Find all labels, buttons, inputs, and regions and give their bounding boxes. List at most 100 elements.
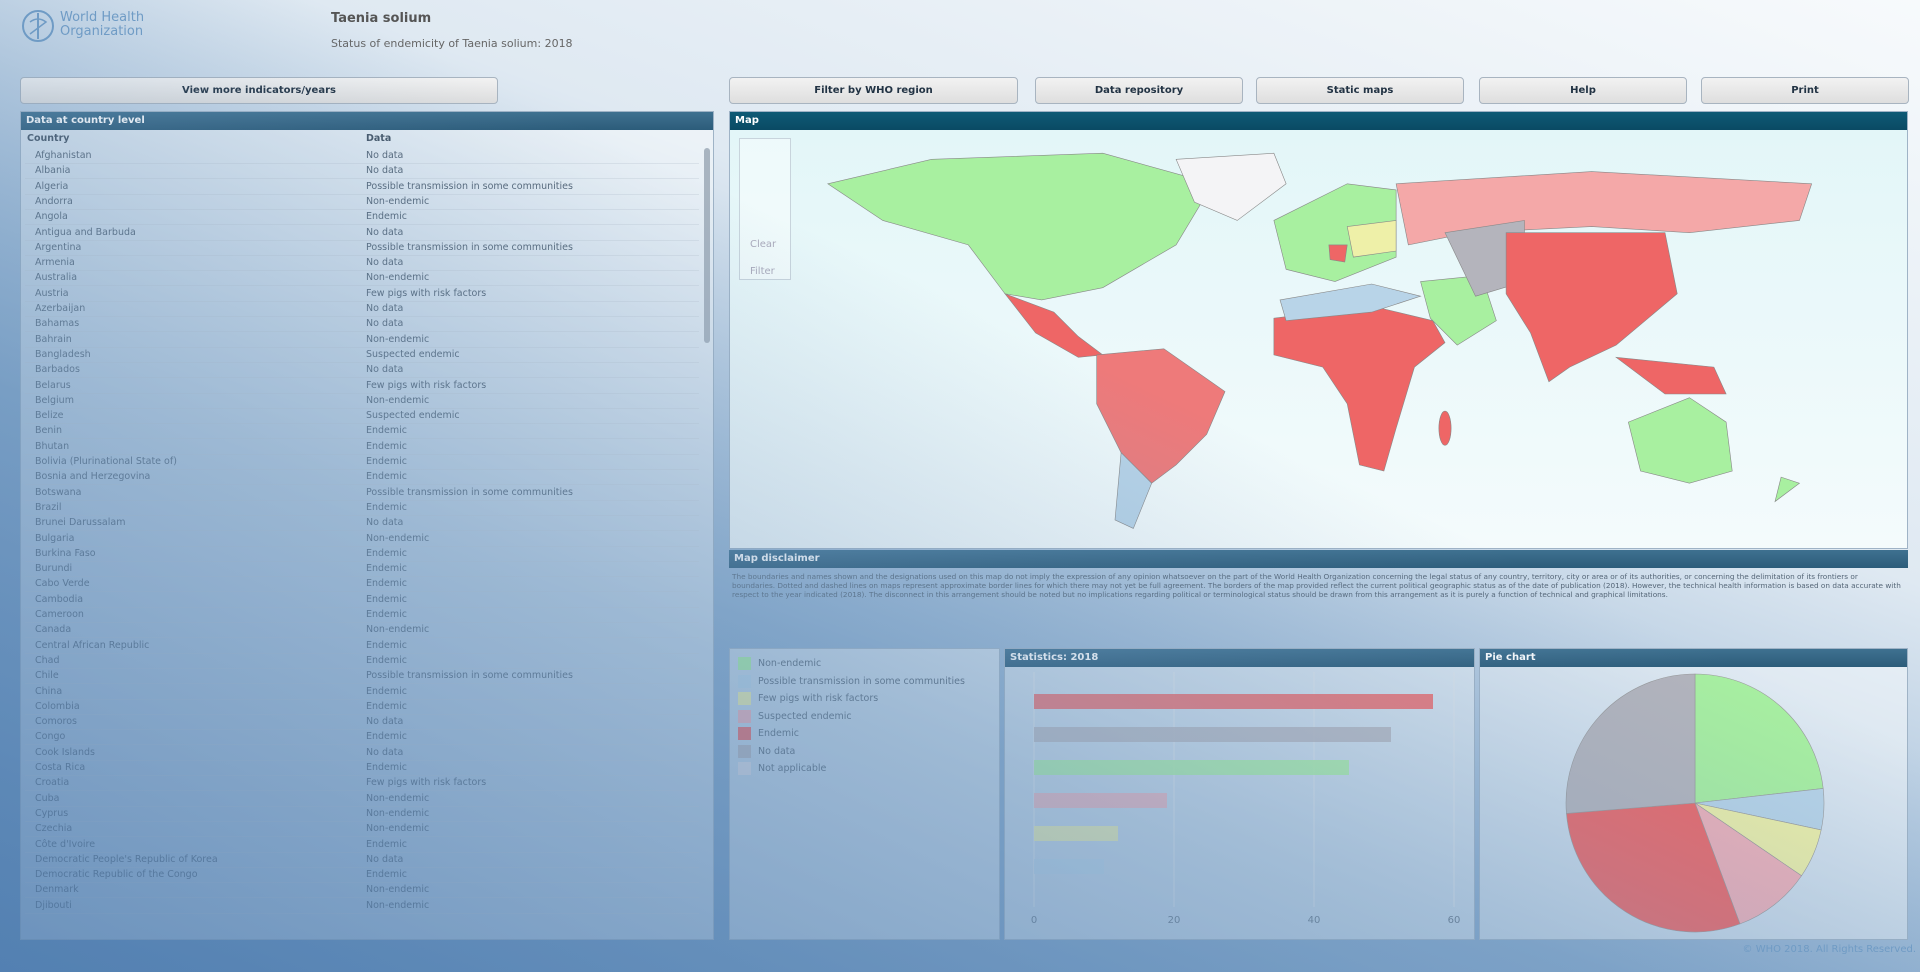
table-row[interactable]: Burkina Faso Endemic [25, 546, 699, 562]
data-cell: Suspected endemic [366, 348, 460, 360]
panel-header: Pie chart [1480, 649, 1907, 667]
table-row[interactable]: Czechia Non-endemic [25, 821, 699, 838]
country-cell: Djibouti [35, 899, 72, 911]
data-cell: Non-endemic [366, 792, 430, 804]
country-cell: Chile [35, 670, 59, 682]
button[interactable]: Help [1479, 77, 1687, 104]
column-header[interactable]: Country [27, 133, 70, 144]
x-tick-label: 20 [1168, 915, 1181, 926]
country-cell: Bahamas [35, 318, 80, 330]
table-row[interactable]: Albania No data [25, 163, 699, 180]
map-tool[interactable]: Clear [750, 239, 777, 250]
table-row[interactable]: Barbados No data [25, 362, 699, 379]
table-row[interactable]: Botswana Possible transmission in some co… [25, 485, 699, 501]
table-row[interactable]: Argentina Possible transmission in some c… [25, 240, 699, 256]
table-row[interactable]: Croatia Few pigs with risk factors [25, 775, 699, 792]
table-row[interactable]: Democratic People's Republic of Korea No … [25, 852, 699, 868]
legend-swatch [738, 692, 751, 705]
table-row[interactable]: Denmark Non-endemic [25, 882, 699, 899]
logo-text: World Health Organization [60, 11, 144, 39]
table-row[interactable]: Djibouti Non-endemic [25, 898, 699, 914]
country-cell: Costa Rica [35, 762, 86, 773]
button[interactable]: Static maps [1256, 77, 1464, 104]
table-row[interactable]: Bahrain Non-endemic [25, 332, 699, 348]
button[interactable]: Filter by WHO region [729, 77, 1018, 104]
country-cell: Brunei Darussalam [35, 517, 126, 529]
table-row[interactable]: Chile Possible transmission in some commu… [25, 668, 699, 685]
table-row[interactable]: Cambodia Endemic [25, 592, 699, 608]
country-cell: Bangladesh [35, 348, 91, 360]
table-row[interactable]: Angola Endemic [25, 209, 699, 226]
button[interactable]: Print [1701, 77, 1909, 104]
table-row[interactable]: Bangladesh Suspected endemic [25, 347, 699, 363]
table-row[interactable]: Bahamas No data [25, 316, 699, 333]
button[interactable]: View more indicators/years [20, 77, 498, 104]
table-row[interactable]: Belgium Non-endemic [25, 393, 699, 409]
bar-chart: 0 20 40 60 [1031, 672, 1461, 926]
data-cell: Non-endemic [366, 807, 430, 819]
map[interactable] [730, 130, 1907, 548]
table-row[interactable]: Belarus Few pigs with risk factors [25, 378, 699, 394]
table-row[interactable]: Algeria Possible transmission in some com… [25, 179, 699, 195]
table-row[interactable]: Colombia Endemic [25, 699, 699, 715]
table-row[interactable]: Andorra Non-endemic [25, 194, 699, 210]
table-row[interactable]: Cyprus Non-endemic [25, 806, 699, 822]
table-row[interactable]: Australia Non-endemic [25, 270, 699, 287]
data-cell: Endemic [366, 762, 408, 773]
table-row[interactable]: Bulgaria Non-endemic [25, 531, 699, 547]
table-row[interactable]: Bosnia and Herzegovina Endemic [25, 469, 699, 486]
table-row[interactable]: Bolivia (Plurinational State of) Endemic [25, 454, 699, 470]
table-row[interactable]: Brazil Endemic [25, 500, 699, 516]
country-cell: Benin [35, 425, 63, 437]
data-cell: Possible transmission in some communitie… [366, 241, 573, 253]
table-row[interactable]: Antigua and Barbuda No data [25, 225, 699, 241]
data-cell: Endemic [366, 731, 408, 743]
table-row[interactable]: Comoros No data [25, 714, 699, 731]
table-row[interactable]: Cook Islands No data [25, 745, 699, 761]
country-cell: Barbados [35, 364, 80, 376]
table-row[interactable]: Canada Non-endemic [25, 622, 699, 639]
data-cell: Endemic [366, 440, 408, 452]
country-cell: Croatia [35, 777, 70, 789]
table-row[interactable]: China Endemic [25, 684, 699, 700]
table-row[interactable]: Austria Few pigs with risk factors [25, 286, 699, 302]
country-cell: Cook Islands [35, 746, 95, 758]
table-row[interactable]: Azerbaijan No data [25, 301, 699, 317]
map-tool[interactable]: Filter [750, 266, 775, 277]
country-cell: Bulgaria [35, 532, 75, 544]
data-cell: No data [366, 746, 404, 758]
table-row[interactable]: Armenia No data [25, 255, 699, 272]
table-row[interactable]: Afghanistan No data [25, 148, 699, 164]
table-row[interactable]: Brunei Darussalam No data [25, 515, 699, 532]
country-cell: Côte d'Ivoire [35, 838, 96, 850]
page-title: Taenia solium [331, 11, 432, 26]
data-cell: Endemic [366, 700, 408, 712]
table-row[interactable]: Benin Endemic [25, 423, 699, 440]
table-row[interactable]: Belize Suspected endemic [25, 408, 699, 425]
button[interactable]: Data repository [1035, 77, 1243, 104]
table-row[interactable]: Chad Endemic [25, 653, 699, 669]
data-cell: No data [366, 257, 404, 269]
table-row[interactable]: Côte d'Ivoire Endemic [25, 837, 699, 853]
table-row[interactable]: Burundi Endemic [25, 561, 699, 578]
map-tools: Clear Filter [739, 138, 791, 280]
country-cell: Burkina Faso [35, 547, 96, 559]
table-row[interactable]: Bhutan Endemic [25, 439, 699, 455]
data-cell: Few pigs with risk factors [366, 777, 487, 789]
table-row[interactable]: Cameroon Endemic [25, 607, 699, 623]
logo-line: Organization [60, 24, 144, 39]
data-cell: Non-endemic [366, 532, 430, 544]
pie-slice [1565, 673, 1696, 814]
table-row[interactable]: Congo Endemic [25, 729, 699, 746]
table-row[interactable]: Democratic Republic of the Congo Endemic [25, 867, 699, 884]
table-row[interactable]: Cabo Verde Endemic [25, 576, 699, 593]
column-header[interactable]: Data [366, 133, 392, 144]
table-row[interactable]: Costa Rica Endemic [25, 760, 699, 776]
country-cell: Afghanistan [35, 150, 92, 161]
data-cell: Non-endemic [366, 884, 430, 896]
table-row[interactable]: Central African Republic Endemic [25, 638, 699, 654]
table-row[interactable]: Cuba Non-endemic [25, 791, 699, 807]
x-tick-label: 60 [1448, 915, 1461, 926]
country-cell: Azerbaijan [35, 303, 86, 314]
